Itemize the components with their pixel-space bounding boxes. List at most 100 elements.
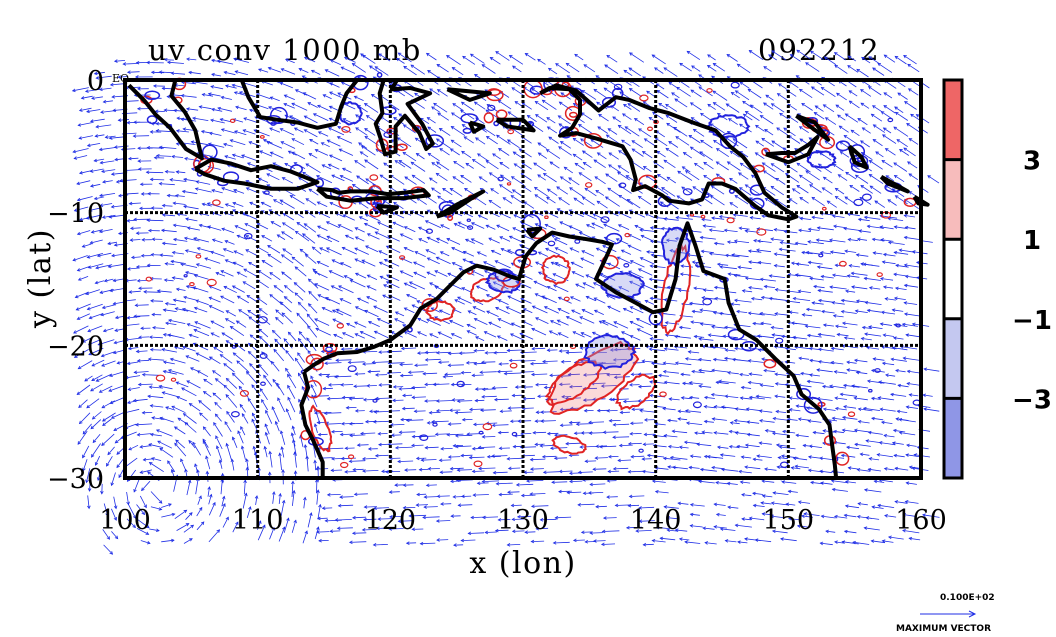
wind-vector	[789, 409, 801, 412]
wind-vector-head	[671, 92, 675, 96]
wind-vector-head	[127, 156, 132, 161]
wind-vector-head	[505, 306, 510, 310]
wind-vector	[753, 504, 765, 507]
wind-vector	[176, 381, 189, 388]
wind-vector-head	[306, 313, 311, 318]
wind-vector	[364, 223, 380, 231]
wind-vector	[839, 141, 849, 148]
wind-vector	[91, 229, 103, 233]
wind-vector	[583, 374, 596, 376]
wind-vector-head	[763, 149, 768, 153]
wind-vector-head	[143, 290, 147, 294]
wind-vector-head	[691, 309, 696, 314]
wind-vector	[89, 207, 100, 211]
wind-vector	[135, 517, 150, 529]
wind-vector	[425, 249, 436, 255]
wind-vector-head	[265, 409, 269, 414]
wind-vector-head	[190, 524, 195, 529]
wind-vector-head	[479, 370, 483, 375]
wind-vector	[760, 115, 774, 125]
wind-vector	[554, 238, 568, 246]
wind-vector	[531, 328, 547, 336]
wind-vector-head	[490, 188, 494, 192]
wind-vector-head	[326, 235, 331, 239]
wind-vector-head	[195, 263, 200, 267]
wind-vector-head	[629, 421, 634, 426]
wind-vector	[507, 349, 523, 351]
wind-vector-head	[679, 62, 683, 67]
wind-vector	[726, 54, 738, 62]
wind-vector	[589, 432, 605, 434]
wind-vector	[777, 93, 789, 102]
wind-vector-head	[512, 444, 517, 449]
wind-vector	[143, 458, 153, 461]
wind-vector-head	[159, 253, 163, 257]
wind-vector	[799, 174, 814, 185]
wind-vector	[316, 490, 319, 505]
wind-vector	[73, 148, 89, 153]
wind-vector-head	[811, 301, 816, 305]
wind-vector-head	[435, 256, 440, 260]
wind-vector	[135, 304, 149, 306]
wind-vector-head	[563, 166, 568, 171]
wind-vector-head	[331, 456, 335, 461]
wind-vector-head	[186, 380, 190, 384]
wind-vector-head	[782, 147, 787, 151]
wind-vector-head	[245, 187, 250, 191]
wind-vector-head	[184, 249, 189, 253]
wind-vector	[461, 454, 473, 457]
wind-vector	[355, 306, 367, 313]
wind-vector	[448, 423, 462, 425]
wind-vector	[817, 266, 833, 270]
wind-vector-head	[460, 109, 464, 113]
wind-vector	[196, 521, 205, 531]
wind-vector-head	[690, 117, 695, 121]
wind-vector-head	[249, 201, 253, 206]
wind-vector-head	[99, 193, 103, 198]
wind-vector-head	[184, 468, 188, 473]
wind-vector	[763, 170, 777, 180]
wind-vector	[618, 459, 632, 461]
wind-vector-head	[358, 142, 362, 146]
wind-vector-head	[797, 289, 802, 294]
wind-vector	[656, 151, 666, 158]
wind-vector-head	[473, 361, 477, 366]
wind-vector	[737, 63, 751, 74]
wind-vector	[703, 225, 716, 228]
wind-vector	[474, 101, 486, 110]
wind-vector-head	[530, 539, 535, 544]
wind-vector	[220, 478, 223, 495]
wind-vector	[411, 386, 426, 389]
wind-vector	[195, 478, 199, 495]
wind-vector	[164, 109, 176, 112]
wind-vector-head	[301, 385, 305, 390]
wind-vector	[344, 275, 353, 280]
wind-vector	[309, 139, 319, 145]
wind-vector	[209, 297, 221, 303]
wind-vector	[512, 189, 522, 196]
wind-vector-head	[499, 162, 504, 166]
wind-vector-head	[457, 503, 462, 507]
wind-vector-head	[728, 429, 733, 434]
wind-vector-head	[463, 136, 468, 140]
chart-title: uv conv 1000 mb	[148, 33, 422, 67]
wind-vector	[789, 311, 799, 314]
wind-vector-head	[466, 330, 471, 334]
wind-vector	[436, 351, 451, 354]
wind-vector-head	[750, 174, 755, 179]
wind-vector-head	[108, 215, 113, 219]
wind-vector	[500, 410, 512, 412]
wind-vector-head	[166, 94, 171, 99]
wind-vector-head	[379, 275, 384, 280]
wind-vector	[554, 434, 568, 436]
wind-vector-head	[223, 70, 228, 75]
wind-vector-head	[840, 453, 845, 458]
wind-vector-head	[726, 54, 731, 58]
wind-vector-head	[155, 429, 160, 433]
wind-vector-head	[808, 444, 813, 449]
wind-vector-head	[141, 487, 145, 492]
wind-vector	[538, 251, 548, 257]
wind-vector-head	[102, 422, 106, 426]
wind-vector	[233, 261, 244, 268]
wind-vector-head	[572, 137, 577, 142]
